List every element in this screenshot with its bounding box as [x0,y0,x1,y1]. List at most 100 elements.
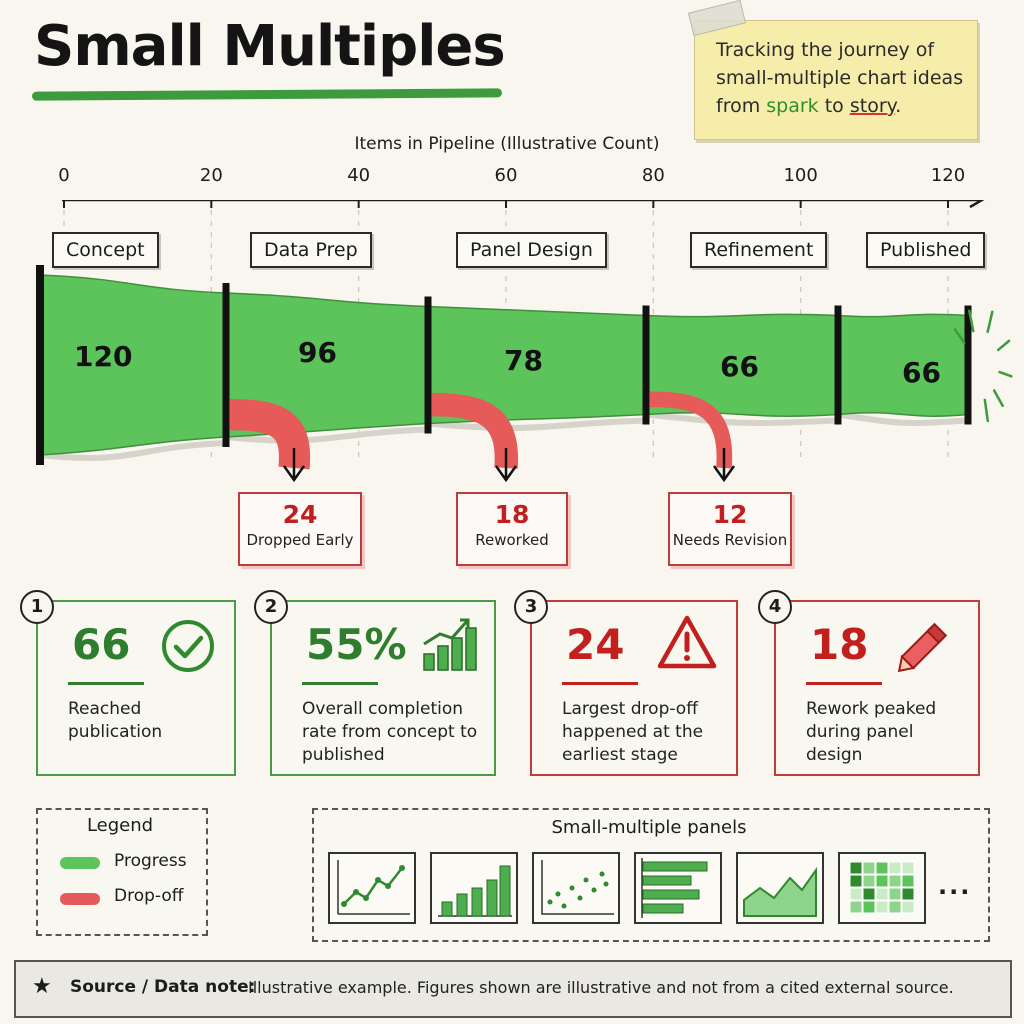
stage-value: 66 [902,356,941,389]
x-tick-label: 80 [641,165,665,186]
sparkle-mark [996,339,1011,352]
dropoff-value: 18 [494,500,530,529]
x-axis-arrow [969,200,985,209]
bar-chart-panel [430,852,518,924]
star-icon: ★ [32,974,52,999]
source-note-bar [14,960,1012,1018]
heatmap-cell [875,861,889,875]
note-spark: spark [766,95,819,117]
legend-title: Legend [86,815,154,836]
stage-value: 78 [504,344,543,377]
sticky-note-text: Tracking the journey of small-multiple c… [716,36,966,120]
note-line-2: small-multiple chart ideas [716,67,964,89]
heatmap-cell [901,887,915,901]
flow-shadow [645,411,839,426]
card-value: 55% [306,620,407,669]
note-period: . [895,95,902,117]
stage-label-published: Published [866,232,986,268]
heatmap-cell [849,861,863,875]
card-value-underline [302,682,378,685]
sparkle-mark [992,389,1004,407]
pencil-icon [896,614,956,678]
stage-value: 120 [74,340,133,373]
legend-box [36,808,208,936]
dropoff-label: Reworked [475,531,549,549]
dropoff-box: 12 Needs Revision [668,492,792,566]
heatmap-cell [862,874,876,888]
heatmap-cell [888,874,902,888]
card-text: Rework peaked during panel design [806,699,937,765]
dropoff-box: 18 Reworked [456,492,568,566]
heatmap-cell [888,900,902,914]
card-number-badge: 1 [20,590,54,624]
heatmap-cell [888,887,902,901]
funnel-chart [36,200,1013,483]
note-from: from [716,95,761,117]
card-value: 24 [566,620,625,669]
x-tick-label: 40 [347,165,371,186]
card-number-badge: 2 [254,590,288,624]
stage-value: 66 [720,350,759,383]
dropoff-flow [431,393,519,469]
heatmap-cell [849,887,863,901]
bar-chart-up-icon [418,614,478,678]
flow-band-concept [39,274,227,456]
line-chart-panel [328,852,416,924]
summary-card: 2 55% Overall completion rate from concept… [254,590,496,776]
heatmap-cell [849,900,863,914]
dropoff-value: 12 [712,500,748,529]
panels-title: Small-multiple panels [551,817,747,838]
heatmap-cell [875,874,889,888]
dropoff-label: Needs Revision [672,531,788,549]
scatter-chart-icon [541,860,614,915]
summary-card: 3 24 Largest drop-off happened at the earl… [514,590,738,776]
flow-shadow [837,411,969,426]
heatmap-cell [862,861,876,875]
summary-card: 4 18 Rework peaked during panel design [758,590,980,776]
note-story: story [849,95,896,117]
stage-value: 96 [298,336,337,369]
heatmap-panel [838,852,926,924]
flow-shadow [225,426,429,444]
sparkle-mark [967,309,975,333]
card-value-underline [806,682,882,685]
sticky-note [694,20,978,140]
source-text: Illustrative example. Figures shown are … [248,978,954,997]
heatmap-cell [875,887,889,901]
heatmap-cell [901,861,915,875]
flow-shadow [427,417,647,432]
heatmap-cell [875,900,889,914]
card-text: Overall completion rate from concept to … [302,699,478,765]
heatmap-cell [901,874,915,888]
title-underline [31,88,503,101]
x-axis-title: Items in Pipeline (Illustrative Count) [354,134,660,154]
legend-label-dropoff: Drop-off [114,886,184,906]
horizontal-bar-chart-icon [641,858,708,918]
heatmap-cell [862,900,876,914]
x-tick-label: 100 [783,165,818,186]
x-tick-label: 60 [494,165,518,186]
stage-label-panel-design: Panel Design [456,232,607,268]
card-value-underline [562,682,638,685]
note-to: to [824,95,844,117]
dropoff-value: 24 [282,500,318,529]
scatter-chart-panel [532,852,620,924]
summary-card: 1 66 Reached publication [20,590,236,776]
sparkle-mark [953,328,966,345]
card-value-underline [68,682,144,685]
dropoff-label: Dropped Early [246,531,354,549]
heatmap-cell [888,861,902,875]
heatmap-icon [849,861,915,914]
line-chart-icon [337,860,410,915]
heatmap-cell [862,887,876,901]
horizontal-bar-chart-panel [634,852,722,924]
heatmap-cell [901,900,915,914]
check-circle-icon [158,616,218,680]
source-label: Source / Data note: [70,977,256,997]
legend-swatch-dropoff [60,893,100,905]
stage-label-refinement: Refinement [690,232,828,268]
x-tick-label: 0 [58,165,70,186]
card-text: Largest drop-off happened at the earlies… [562,699,704,765]
heatmap-cell [849,874,863,888]
dropoff-box: 24 Dropped Early [238,492,362,566]
